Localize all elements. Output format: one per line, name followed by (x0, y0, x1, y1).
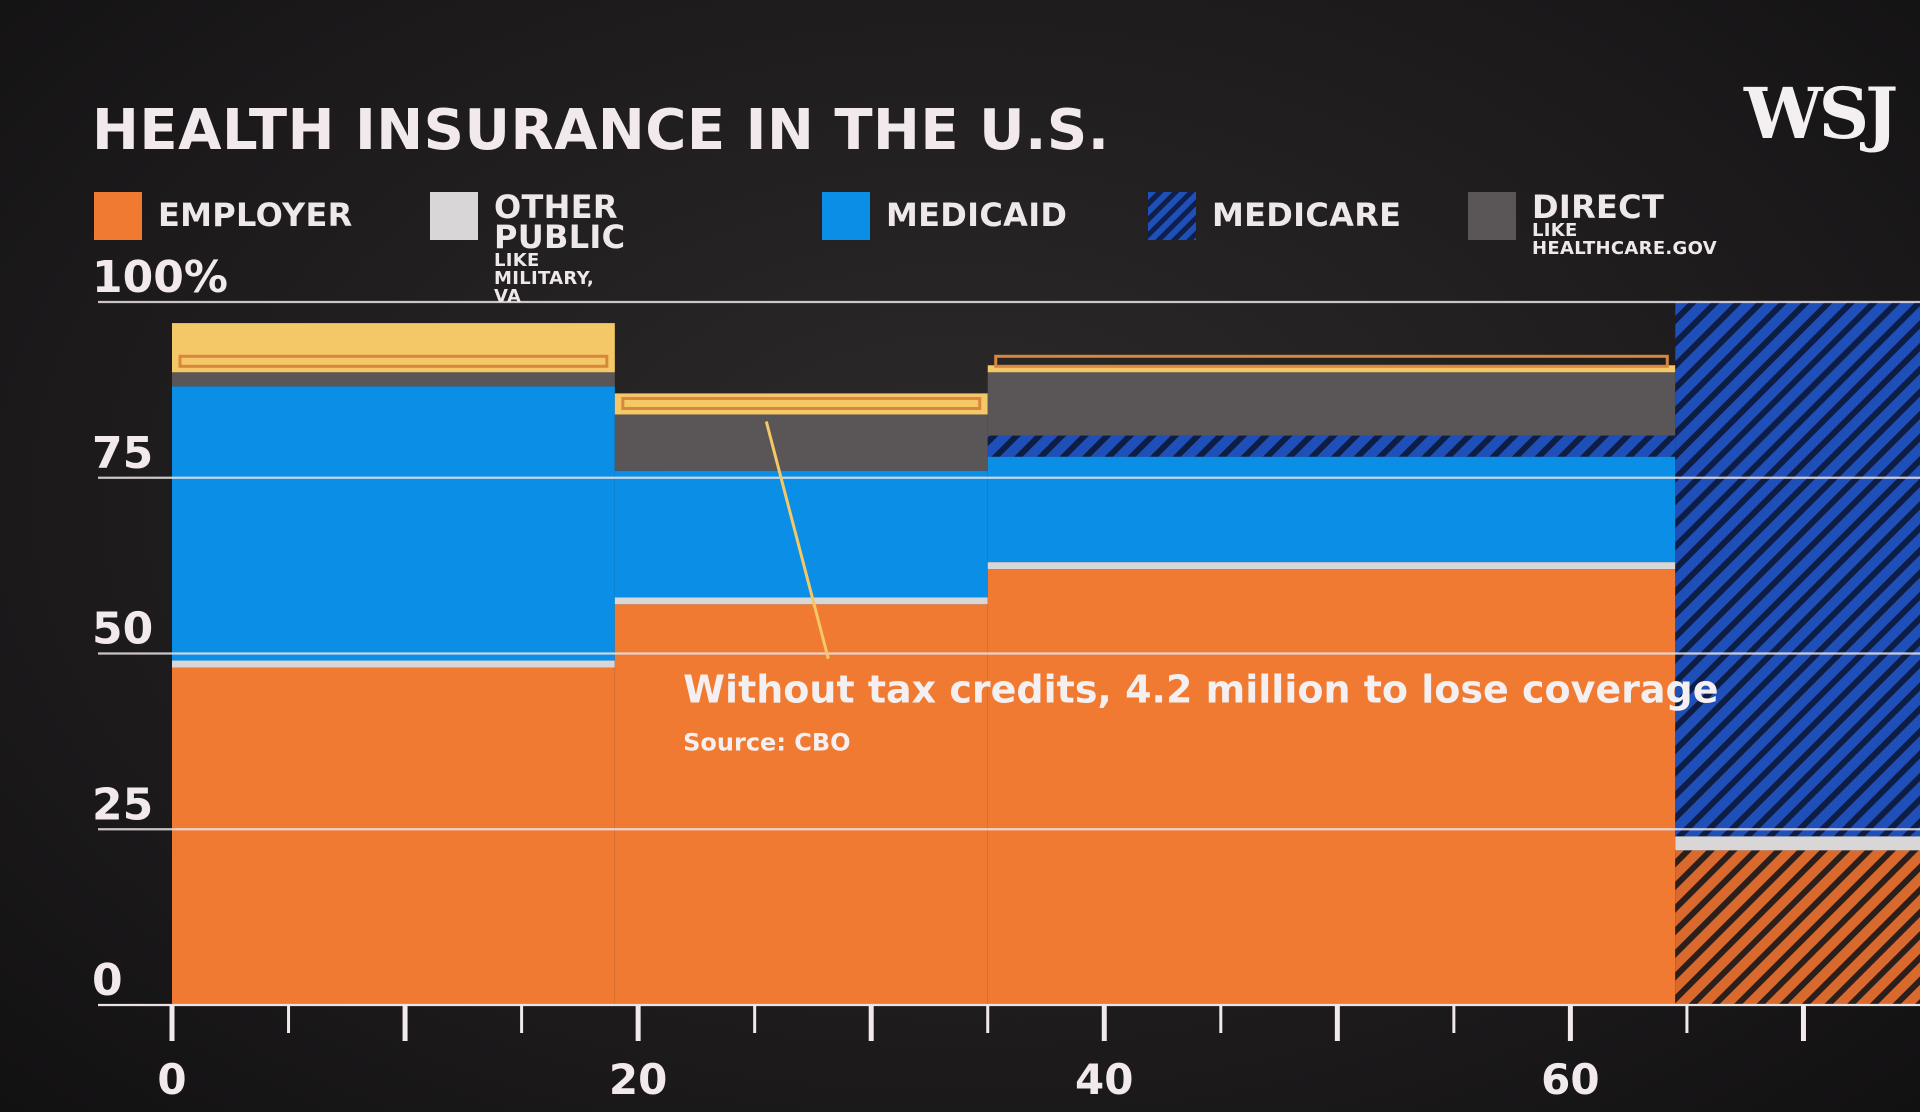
gridlines (98, 300, 1920, 1007)
segment-2-employer (987, 569, 1676, 1005)
segment-1-medicaid (614, 470, 988, 598)
legend-label-medicaid: MEDICAID (886, 196, 1068, 234)
legend-label-other-public: OTHER PUBLIC (494, 188, 626, 256)
legend-item-direct: DIRECT LIKE HEALTHCARE.GOV (1468, 188, 1717, 259)
y-tick-label-25: 25 (92, 779, 153, 830)
legend-item-other-public: OTHER PUBLIC LIKE MILITARY, VA (430, 188, 626, 307)
segment-2-highlight (987, 365, 1676, 373)
segment-0-direct (172, 372, 615, 387)
legend-item-medicare: MEDICARE (1148, 192, 1401, 240)
annotation: Without tax credits, 4.2 million to lose… (683, 421, 1719, 757)
segment-1-other-public (614, 597, 988, 605)
legend-swatch-employer (94, 192, 142, 240)
annotation-text: Without tax credits, 4.2 million to lose… (683, 668, 1718, 712)
legend-sublabel-other-public: LIKE MILITARY, VA (494, 250, 595, 307)
legend-swatch-medicare (1148, 192, 1196, 240)
x-tick-label-60: 60 (1541, 1055, 1599, 1104)
legend-item-medicaid: MEDICAID (822, 192, 1067, 240)
segment-0-medicaid (172, 386, 615, 661)
segment-2-highlight-band (994, 354, 1669, 368)
legend-label-employer: EMPLOYER (158, 196, 353, 234)
legend-sublabel-direct: LIKE HEALTHCARE.GOV (1532, 220, 1717, 259)
segment-2-medicaid (987, 456, 1676, 563)
y-tick-label-50: 50 (92, 604, 153, 655)
legend-item-employer: EMPLOYER (94, 192, 353, 240)
y-tick-label-100: 100% (92, 252, 228, 303)
segment-1-highlight-band (621, 396, 982, 410)
segment-1-highlight (614, 393, 988, 415)
segment-0-highlight (172, 323, 615, 373)
axes: 0 25 50 75 100% 0 20 40 60 (92, 252, 1806, 1104)
wsj-logo: WSJ (1744, 72, 1898, 155)
segment-0-other-public (172, 660, 615, 668)
segment-3-employer (1675, 850, 1920, 1005)
y-tick-label-75: 75 (92, 428, 153, 479)
segment-2-direct (987, 372, 1676, 436)
segment-0-employer (172, 667, 615, 1005)
legend-swatch-medicaid (822, 192, 870, 240)
annotation-leader-line (764, 421, 830, 660)
legend-swatch-direct (1468, 192, 1516, 240)
chart-title: HEALTH INSURANCE IN THE U.S. (92, 98, 1110, 163)
segment-3-medicare (1675, 302, 1920, 837)
x-tick-label-0: 0 (157, 1055, 186, 1104)
x-tick-label-20: 20 (609, 1055, 667, 1104)
legend-label-medicare: MEDICARE (1212, 196, 1402, 234)
segment-2-other-public (987, 562, 1676, 570)
y-tick-label-0: 0 (92, 955, 123, 1006)
segment-1-employer (614, 604, 988, 1005)
segment-3-other-public (1675, 836, 1920, 851)
legend-label-direct: DIRECT (1532, 188, 1665, 226)
annotation-source: Source: CBO (683, 729, 850, 757)
legend-swatch-other-public (430, 192, 478, 240)
plot-area (172, 302, 1920, 1005)
segment-1-direct (614, 414, 988, 471)
segment-2-medicare (987, 435, 1676, 457)
segment-0-highlight-band (178, 354, 609, 368)
x-tick-label-40: 40 (1075, 1055, 1133, 1104)
